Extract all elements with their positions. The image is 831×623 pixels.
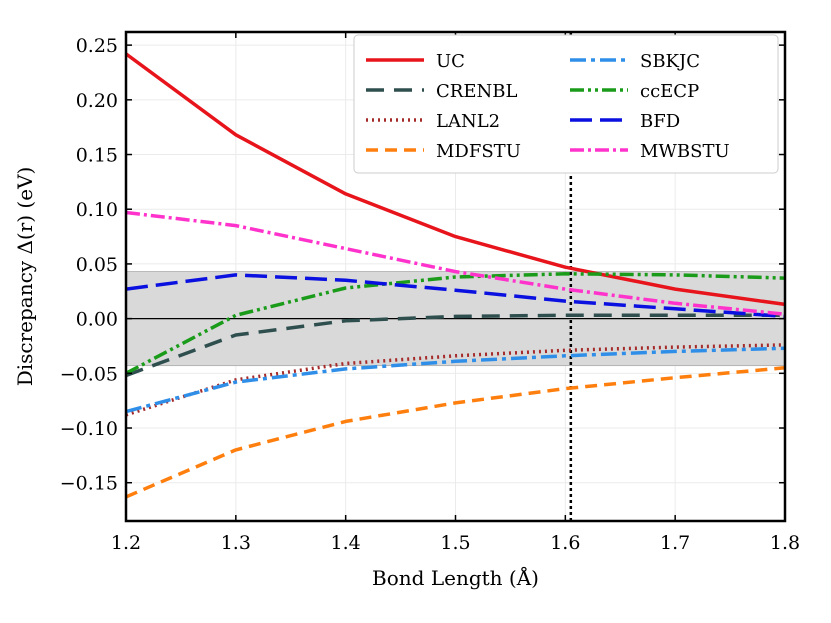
legend-label-lanl2: LANL2 [436,111,500,132]
x-tick-label: 1.2 [111,532,141,554]
series-line-crenbl [125,313,785,378]
y-tick-label: −0.05 [60,363,118,385]
y-tick-label: 0.20 [76,90,118,112]
x-axis-label: Bond Length (Å) [372,565,539,590]
x-tick-label: 1.7 [660,532,690,554]
legend: UC CRENBL LANL2 MDFSTU SBKJC ccECP BFD MWBSTU [353,34,779,174]
x-tick-label: 1.5 [440,532,470,554]
series-layer [124,52,786,499]
x-tick-label: 1.6 [550,532,580,554]
y-tick-label: −0.15 [60,473,118,495]
y-tick-label: 0.15 [76,145,118,167]
y-tick-label: −0.10 [60,418,118,440]
series-line-mwbstu [125,210,786,316]
y-tick-label: 0.25 [76,35,118,57]
ticks-layer: 1.2 1.3 1.4 1.5 1.6 1.7 1.8 −0.15 −0.10 −0.05 0.00… [60,32,800,554]
legend-label-uc: UC [436,51,465,72]
legend-label-ccecp: ccECP [640,81,699,102]
y-tick-label: 0.00 [76,309,118,331]
series-line-mdfstu [125,366,786,499]
series-line-ccecp [125,272,786,375]
x-tick-label: 1.4 [331,532,361,554]
legend-box [353,34,779,174]
legend-label-mwbstu: MWBSTU [640,141,730,162]
y-tick-label: 0.10 [76,199,118,221]
series-line-lanl2 [125,343,786,417]
x-tick-label: 1.3 [221,532,251,554]
reference-line-layer [126,32,785,521]
legend-label-sbkjc: SBKJC [640,51,700,72]
y-axis-label: Discrepancy Δ(r) (eV) [13,167,37,387]
legend-label-bfd: BFD [640,111,680,132]
y-tick-label: 0.05 [76,254,118,276]
x-tick-label: 1.8 [770,532,800,554]
series-line-sbkjc [125,346,786,414]
series-line-uc [124,52,786,307]
legend-label-mdfstu: MDFSTU [436,141,521,162]
legend-label-crenbl: CRENBL [436,81,517,102]
series-line-bfd [125,273,786,319]
